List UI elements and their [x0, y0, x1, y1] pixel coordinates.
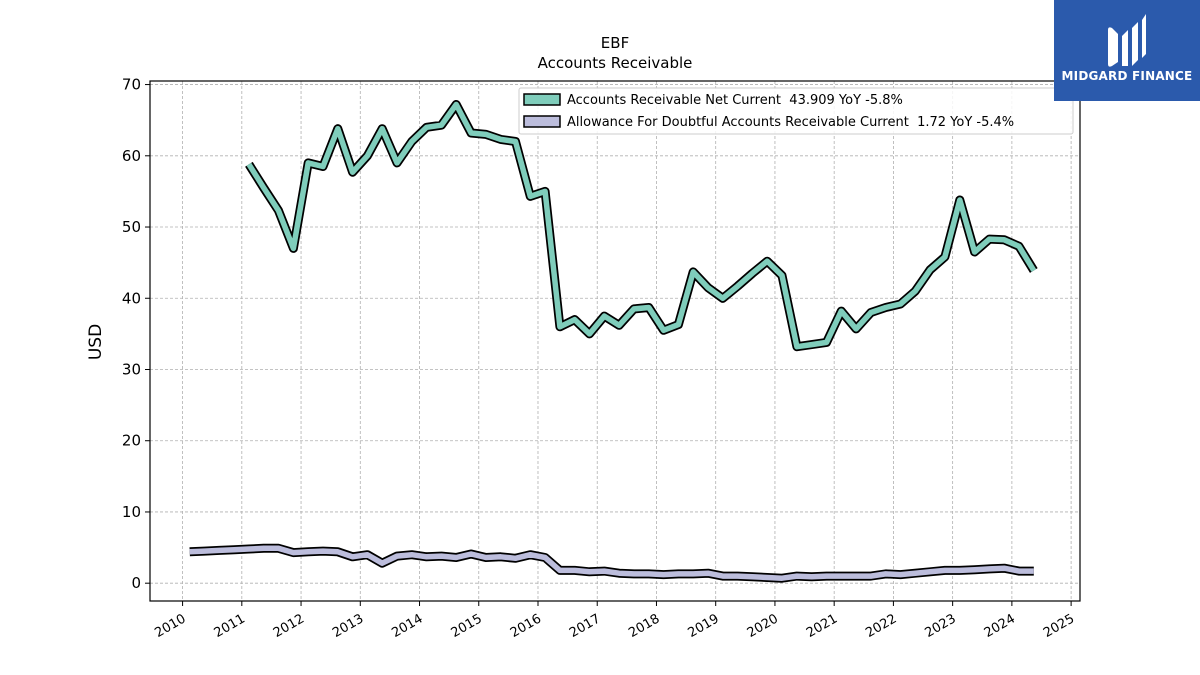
x-tick-label: 2013: [330, 611, 366, 641]
legend-label-receivables: Accounts Receivable Net Current 43.909 Y…: [567, 93, 903, 108]
chart-title: EBF: [601, 34, 629, 52]
legend-label-allowance: Allowance For Doubtful Accounts Receivab…: [567, 115, 1014, 130]
x-tick-label: 2011: [212, 611, 248, 641]
y-tick-label: 40: [122, 289, 141, 307]
x-tick-label: 2010: [152, 611, 188, 641]
series-0-line: [246, 101, 1037, 350]
x-tick-label: 2020: [745, 611, 781, 641]
legend-swatch-receivables: [523, 93, 561, 106]
x-tick-label: 2015: [449, 611, 485, 641]
x-tick-label: 2019: [686, 611, 722, 641]
y-tick-label: 70: [122, 76, 141, 94]
x-tick-label: 2022: [863, 611, 899, 641]
x-axis: 2010 2011 2012 2013 2014 2015 2016 2017 2018 2019…: [152, 601, 1077, 641]
y-tick-label: 60: [122, 147, 141, 165]
chart-subtitle: Accounts Receivable: [538, 54, 693, 72]
series-1-line: [189, 545, 1034, 581]
brand-logo: MIDGARD FINANCE: [1054, 0, 1200, 101]
legend: Accounts Receivable Net Current 43.909 Y…: [518, 87, 1074, 135]
logo-mark-icon: [1108, 14, 1146, 67]
y-axis-label: USD: [86, 324, 106, 360]
brand-name: MIDGARD FINANCE: [1061, 69, 1193, 83]
y-tick-label: 20: [122, 432, 141, 450]
y-tick-label: 10: [122, 503, 141, 521]
x-tick-label: 2021: [804, 611, 840, 641]
y-tick-label: 30: [122, 360, 141, 378]
legend-box: [518, 87, 1074, 135]
x-tick-label: 2012: [271, 611, 307, 641]
x-tick-label: 2016: [508, 611, 544, 641]
x-tick-label: 2023: [922, 611, 958, 641]
x-tick-label: 2024: [982, 611, 1018, 641]
y-axis: 0 10 20 30 40 50 60 70: [122, 76, 150, 592]
legend-swatch-allowance: [523, 115, 561, 128]
plot-frame: [149, 80, 1081, 602]
series-layer: [189, 100, 1038, 583]
x-tick-label: 2018: [626, 611, 662, 641]
y-tick-label: 50: [122, 218, 141, 236]
x-tick-label: 2025: [1041, 611, 1077, 641]
x-tick-label: 2017: [567, 611, 603, 641]
x-tick-label: 2014: [389, 611, 425, 641]
grid-lines: [150, 81, 1080, 601]
y-tick-label: 0: [131, 574, 141, 592]
